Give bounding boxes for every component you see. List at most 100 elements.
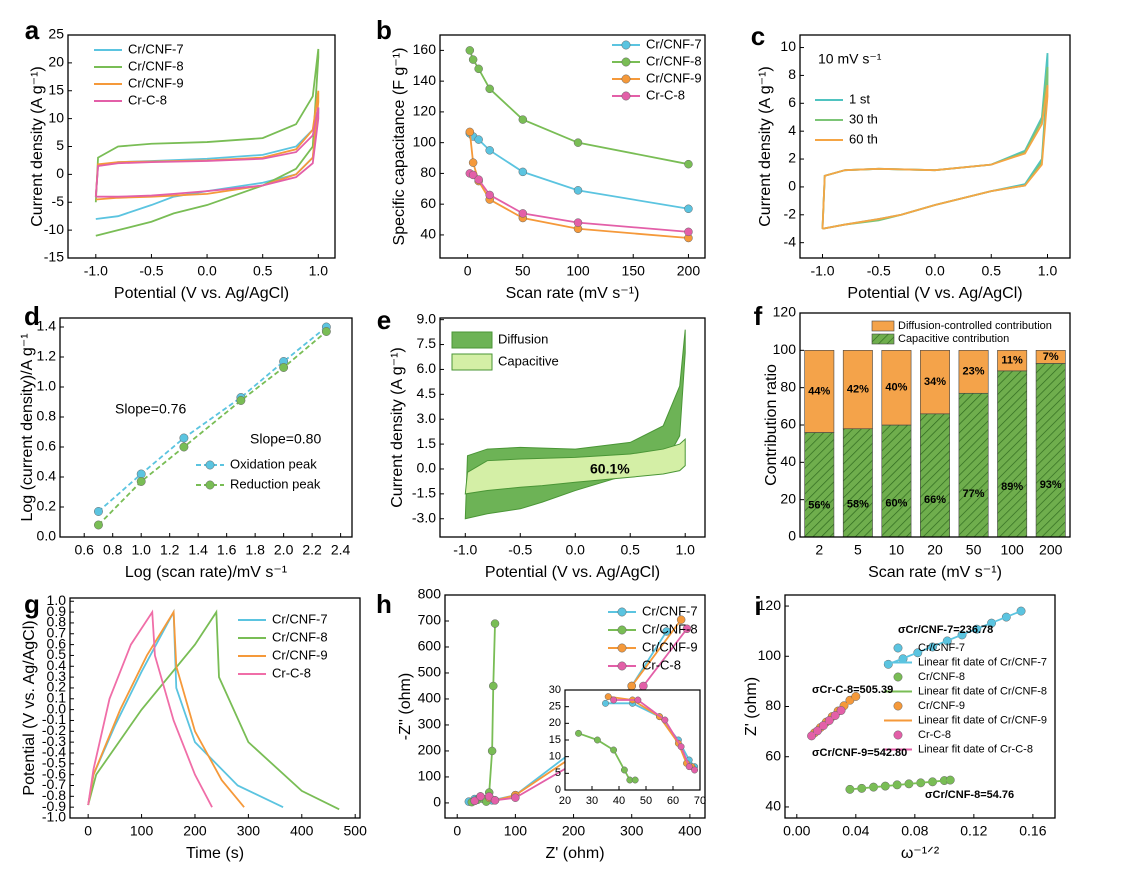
y-tick-label: 0.7 — [47, 624, 67, 640]
y-tick-label: 0 — [56, 165, 64, 181]
legend-label: Cr-C-8 — [918, 729, 951, 741]
bar-segment — [842, 350, 873, 430]
value-label: 7% — [1043, 351, 1059, 363]
x-tick-label: 100 — [566, 263, 590, 279]
y-tick-label: 0.0 — [37, 528, 57, 544]
x-tick-label: 2.0 — [274, 542, 294, 558]
y-axis-label: -Z'' (ohm) — [397, 673, 414, 740]
legend-swatch — [871, 333, 895, 345]
y-tick-label: 30 — [549, 684, 561, 696]
inset-frame — [564, 689, 701, 791]
annotation: σCr/CNF-7=236.78 — [898, 624, 993, 636]
legend-label: Capacitive contribution — [898, 333, 1009, 345]
y-axis-label: Current density (A g⁻¹) — [29, 66, 46, 227]
annotation: 10 mV s⁻¹ — [818, 51, 882, 67]
data-point — [639, 681, 648, 691]
y-tick-label: 100 — [773, 341, 797, 357]
y-tick-label: 0 — [433, 794, 441, 810]
x-tick-label: 60 — [667, 795, 679, 807]
annotation: 60.1% — [590, 461, 630, 477]
y-tick-label: 4.5 — [417, 385, 437, 401]
legend-label: Cr/CNF-7 — [918, 642, 965, 654]
y-tick-label: 10 — [780, 38, 796, 54]
panel-label: e — [377, 305, 391, 335]
y-tick-label: -1.0 — [42, 809, 66, 825]
y-tick-label: -0.4 — [42, 744, 66, 760]
x-tick-label: 70 — [694, 795, 706, 807]
bar-segment — [1035, 350, 1066, 364]
y-tick-label: 0 — [788, 528, 796, 544]
y-axis-label: Log (current density)/A g⁻¹ — [19, 333, 36, 521]
y-tick-label: 40 — [780, 453, 796, 469]
x-tick-label: 200 — [677, 263, 701, 279]
x-tick-label: 40 — [613, 795, 625, 807]
data-point — [573, 218, 583, 227]
data-point — [485, 190, 494, 200]
bar-segment — [804, 350, 835, 433]
y-tick-label: 25 — [48, 26, 64, 42]
y-tick-label: 20 — [549, 717, 561, 729]
legend-marker — [621, 57, 631, 67]
x-tick-label: 50 — [515, 263, 531, 279]
y-axis-label: Current density (A g⁻¹) — [757, 66, 774, 227]
y-tick-label: 0.3 — [47, 668, 67, 684]
plot-frame — [67, 34, 336, 259]
y-tick-label: 60 — [780, 416, 796, 432]
legend-label: Cr/CNF-9 — [642, 639, 698, 654]
data-point — [468, 55, 478, 64]
legend-label: Linear fit date of Cr/CNF-7 — [918, 656, 1047, 668]
x-tick-label: 1.0 — [675, 542, 695, 558]
legend-marker — [893, 643, 903, 653]
data-point — [691, 766, 699, 774]
value-label: 77% — [963, 488, 985, 500]
x-tick-label: 0 — [84, 823, 92, 839]
y-tick-label: 300 — [418, 716, 442, 732]
data-point — [677, 743, 685, 751]
legend-marker — [621, 40, 631, 50]
x-tick-label: 50 — [640, 795, 652, 807]
data-point — [468, 158, 478, 167]
data-point — [94, 520, 103, 530]
annotation: σCr/CNF-9=542.80 — [812, 747, 907, 759]
x-tick-label: 100 — [130, 823, 154, 839]
y-tick-label: -0.6 — [42, 765, 66, 781]
data-point — [634, 696, 642, 704]
data-point — [661, 716, 669, 724]
data-point — [136, 469, 146, 479]
x-tick-label: 20 — [927, 542, 943, 558]
series-line — [97, 330, 327, 526]
legend-label: Reduction peak — [230, 476, 321, 491]
x-tick-label: 400 — [678, 823, 702, 839]
x-tick-label: 100 — [504, 823, 528, 839]
x-tick-label: 1.0 — [309, 263, 329, 279]
value-label: 23% — [963, 366, 985, 378]
legend-label: Cr-C-8 — [642, 657, 681, 672]
annotation: σCr-C-8=505.39 — [812, 684, 893, 696]
y-tick-label: 1.4 — [37, 318, 57, 334]
x-tick-label: 2.2 — [302, 542, 322, 558]
y-tick-label: -3.0 — [412, 509, 436, 525]
value-label: 66% — [924, 494, 946, 506]
data-point — [575, 729, 582, 737]
x-tick-label: 2.4 — [331, 542, 351, 558]
y-tick-label: 20 — [780, 490, 796, 506]
legend-marker — [205, 480, 215, 490]
x-tick-label: 1.4 — [188, 542, 208, 558]
y-tick-label: 400 — [418, 690, 442, 706]
y-tick-label: 4 — [788, 122, 796, 138]
value-label: 60% — [885, 497, 907, 509]
legend-marker — [893, 730, 903, 740]
x-tick-label: 0.12 — [960, 823, 987, 839]
panel-label: i — [754, 591, 761, 621]
data-point — [684, 204, 693, 214]
legend-label: Diffusion-controlled contribution — [898, 320, 1052, 332]
legend-swatch — [451, 331, 493, 349]
data-point — [602, 699, 609, 707]
legend-marker — [617, 661, 627, 671]
legend-label: Cr-C-8 — [128, 92, 167, 107]
x-tick-label: 2 — [815, 542, 823, 558]
data-point — [487, 746, 497, 756]
y-tick-label: 0.4 — [47, 657, 67, 673]
x-tick-label: 1.0 — [1038, 263, 1058, 279]
x-tick-label: 0.0 — [197, 263, 217, 279]
